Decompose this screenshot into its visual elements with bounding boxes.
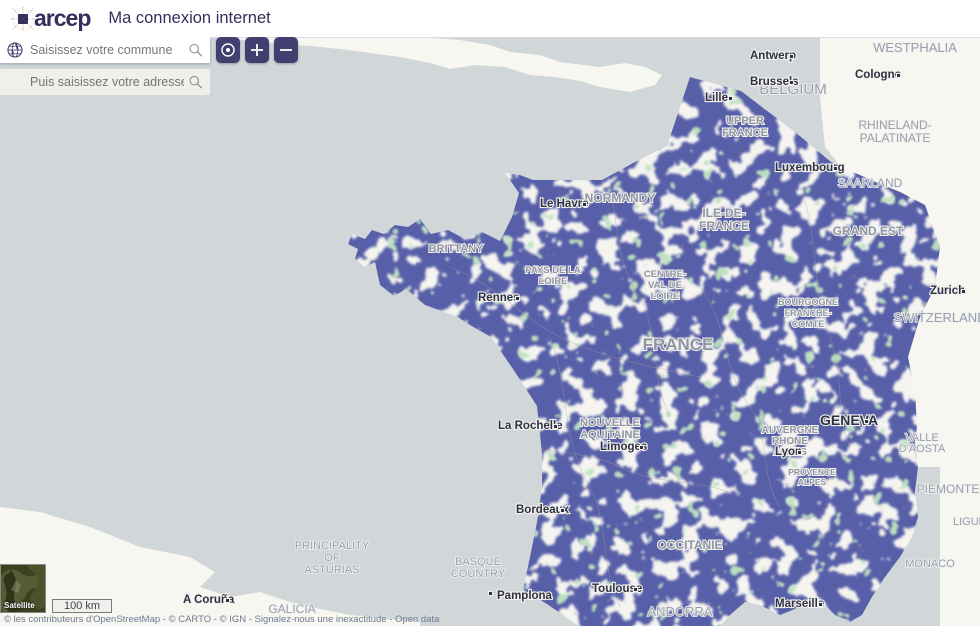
svg-text:UPPER: UPPER bbox=[726, 115, 764, 127]
svg-text:LIGURIA: LIGURIA bbox=[953, 516, 980, 528]
svg-text:GENEVA: GENEVA bbox=[820, 412, 878, 428]
svg-text:BASQUE: BASQUE bbox=[455, 556, 501, 568]
svg-text:GRAND EST: GRAND EST bbox=[833, 224, 904, 238]
svg-text:PAYS DE LA: PAYS DE LA bbox=[525, 265, 581, 276]
svg-text:NORMANDY: NORMANDY bbox=[585, 191, 656, 205]
svg-text:Le Havre: Le Havre bbox=[540, 198, 589, 210]
svg-text:BOURGOGNE: BOURGOGNE bbox=[778, 297, 838, 307]
svg-text:MONACO: MONACO bbox=[905, 558, 955, 570]
svg-text:PALATINATE: PALATINATE bbox=[860, 131, 931, 145]
svg-text:Lille: Lille bbox=[705, 92, 728, 104]
svg-text:ALPES: ALPES bbox=[798, 477, 827, 487]
svg-text:Zurich: Zurich bbox=[930, 285, 965, 297]
svg-text:Rennes: Rennes bbox=[478, 292, 520, 304]
svg-text:PIEMONTE: PIEMONTE bbox=[917, 482, 980, 496]
svg-text:AUVERGNE: AUVERGNE bbox=[762, 425, 819, 436]
svg-text:VAL DE: VAL DE bbox=[648, 280, 682, 291]
svg-text:FRANCE: FRANCE bbox=[699, 219, 749, 233]
svg-text:LOIRE: LOIRE bbox=[650, 291, 679, 302]
svg-text:PRINCIPALITY: PRINCIPALITY bbox=[295, 540, 370, 552]
svg-text:Cologne: Cologne bbox=[855, 69, 901, 81]
svg-text:FRANCHE-: FRANCHE- bbox=[785, 308, 832, 318]
svg-text:RHINELAND-: RHINELAND- bbox=[858, 118, 931, 132]
svg-text:D'AOSTA: D'AOSTA bbox=[899, 443, 946, 455]
svg-text:LOIRE: LOIRE bbox=[538, 276, 567, 287]
svg-text:WESTPHALIA: WESTPHALIA bbox=[873, 40, 957, 55]
svg-text:NOUVELLE: NOUVELLE bbox=[580, 417, 640, 429]
svg-text:SAARLAND: SAARLAND bbox=[838, 176, 903, 190]
svg-text:AQUITAINE: AQUITAINE bbox=[580, 429, 640, 441]
svg-text:BRITTANY: BRITTANY bbox=[429, 243, 484, 255]
svg-text:PROVENCE: PROVENCE bbox=[788, 467, 836, 477]
svg-text:FRANCE: FRANCE bbox=[722, 127, 768, 139]
svg-text:COMTE: COMTE bbox=[792, 319, 825, 329]
svg-text:Marseille: Marseille bbox=[775, 598, 824, 610]
svg-text:ASTURIAS: ASTURIAS bbox=[304, 564, 359, 576]
svg-text:ANDORRA: ANDORRA bbox=[647, 604, 712, 619]
svg-text:FRANCE: FRANCE bbox=[643, 335, 714, 354]
svg-text:Pamplona: Pamplona bbox=[497, 590, 553, 602]
svg-text:OF: OF bbox=[324, 552, 340, 564]
svg-text:ILE-DE-: ILE-DE- bbox=[702, 206, 745, 220]
svg-text:COUNTRY: COUNTRY bbox=[451, 568, 506, 580]
svg-text:CENTRE-: CENTRE- bbox=[644, 269, 686, 280]
svg-text:La Rochelle: La Rochelle bbox=[498, 420, 563, 432]
svg-text:SWITZERLAND: SWITZERLAND bbox=[893, 310, 980, 325]
svg-text:OCCITANIE: OCCITANIE bbox=[657, 538, 722, 552]
